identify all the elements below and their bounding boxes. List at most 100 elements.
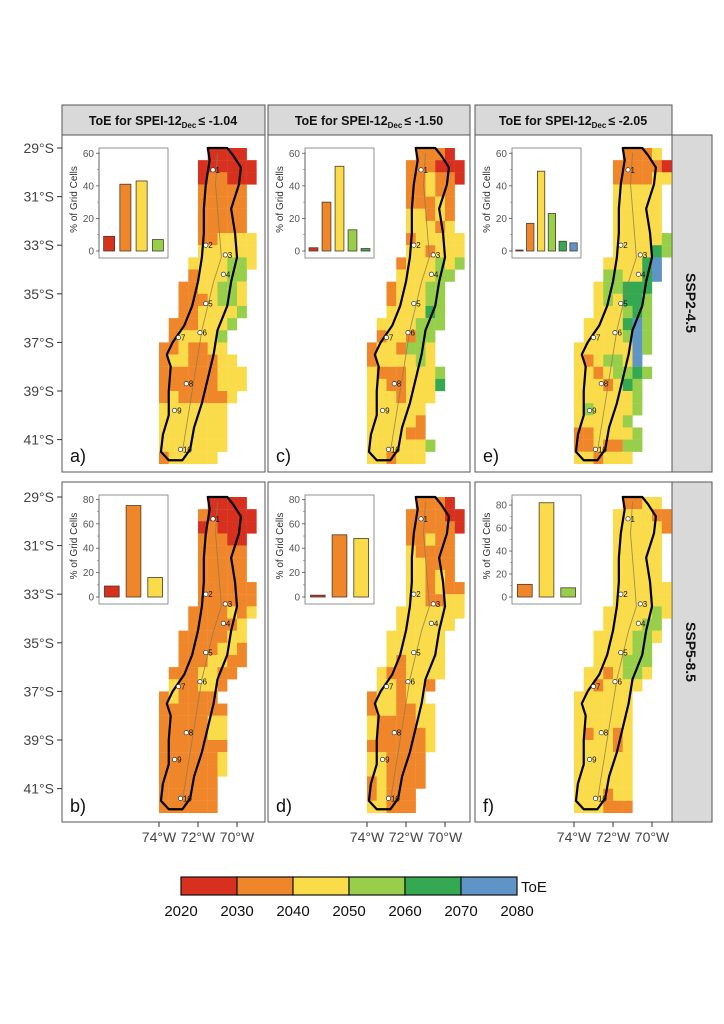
map-cell	[632, 281, 643, 294]
map-cell	[632, 208, 643, 222]
map-cell	[396, 691, 407, 704]
map-cell	[613, 654, 623, 668]
map-cell	[652, 521, 662, 534]
map-cell	[445, 557, 455, 571]
map-cell	[603, 630, 614, 643]
map-cell	[237, 594, 247, 607]
map-cell	[367, 788, 377, 801]
inset-y-tick-label: 0	[294, 593, 300, 604]
station-marker	[391, 381, 397, 387]
map-cell	[425, 521, 436, 534]
map-cell	[593, 642, 604, 656]
map-cell	[622, 545, 633, 558]
map-cell	[217, 160, 228, 173]
inset-y-tick-label: 0	[88, 593, 94, 604]
map-cell	[622, 642, 633, 656]
map-cell	[603, 618, 614, 631]
station-label: 5	[623, 649, 628, 658]
bar-2020-2030	[104, 585, 120, 598]
map-cell	[425, 606, 436, 619]
map-cell	[415, 208, 426, 222]
region-boundary	[159, 495, 242, 811]
legend-swatch-2070	[460, 876, 518, 896]
map-cell	[207, 642, 218, 656]
map-cell	[207, 654, 218, 668]
map-cell	[406, 679, 416, 692]
map-cell	[574, 727, 584, 741]
map-cell	[386, 293, 397, 307]
map-cell	[632, 642, 643, 656]
map-cell	[642, 654, 653, 668]
map-cell	[367, 366, 377, 379]
map-cell	[622, 305, 633, 319]
map-cell	[613, 293, 623, 307]
lat-tick-label: 37°S	[23, 334, 54, 350]
map-cell	[622, 427, 633, 440]
legend-swatch-2060	[404, 876, 462, 896]
station-label: 7	[181, 683, 186, 692]
map-cell	[367, 752, 377, 765]
map-cell	[425, 330, 436, 343]
map-cell	[367, 764, 377, 777]
map-cell	[415, 184, 426, 197]
station-label: 4	[226, 619, 231, 628]
lon-tick-label: 74°W	[350, 829, 385, 845]
inset-frame	[511, 147, 582, 259]
map-cell	[198, 703, 208, 716]
map-cell	[435, 521, 446, 534]
map-cell	[406, 378, 416, 392]
map-cell	[406, 330, 416, 343]
map-cell	[415, 497, 426, 510]
station-label: 3	[643, 600, 648, 609]
map-cell	[237, 293, 247, 307]
map-cell	[198, 533, 208, 546]
map-cell	[593, 378, 604, 392]
map-cell	[237, 557, 247, 571]
bar-2060-2070	[558, 240, 567, 252]
map-cell	[574, 764, 584, 777]
map-cell	[217, 606, 228, 619]
map-cell	[603, 391, 614, 404]
map-cell	[445, 220, 455, 234]
map-cell	[435, 594, 446, 607]
map-cell	[227, 606, 238, 619]
map-cell	[406, 269, 416, 282]
map-cell	[661, 582, 672, 595]
map-cell	[415, 764, 426, 777]
station-marker	[618, 300, 624, 307]
map-cell	[445, 196, 455, 209]
toe-map: 1 2 3 4 5 6 7 8 9 10	[367, 495, 465, 814]
river-line	[389, 501, 430, 801]
map-cell	[583, 691, 594, 704]
map-cell	[367, 727, 377, 741]
map-cell	[593, 427, 604, 440]
map-cell	[178, 630, 189, 643]
map-cell	[168, 451, 179, 465]
map-cell	[207, 148, 218, 161]
map-cell	[367, 715, 377, 728]
lat-tick-label: 29°S	[23, 489, 54, 505]
map-cell	[425, 545, 436, 558]
map-cell	[396, 391, 407, 404]
map-cell	[425, 715, 436, 728]
toe-map: 1 2 3 4 5 6 7 8 9 10	[574, 146, 672, 465]
station-marker	[203, 300, 209, 307]
map-cell	[207, 521, 218, 534]
legend-break-label: 2040	[276, 903, 309, 920]
map-cell	[425, 533, 436, 546]
map-cell	[622, 521, 633, 534]
map-cell	[652, 220, 662, 234]
bar-2040-2050	[135, 180, 148, 252]
map-cell	[227, 172, 238, 185]
station-label: 4	[434, 270, 439, 279]
map-cell	[613, 172, 623, 185]
map-cell	[632, 679, 643, 692]
station-marker	[428, 271, 434, 277]
map-cell	[425, 208, 436, 222]
map-cell	[168, 764, 179, 777]
map-cell	[613, 427, 623, 440]
map-cell	[386, 715, 397, 728]
map-cell	[207, 594, 218, 607]
station-label: 10	[391, 445, 400, 454]
station-marker	[612, 679, 618, 685]
